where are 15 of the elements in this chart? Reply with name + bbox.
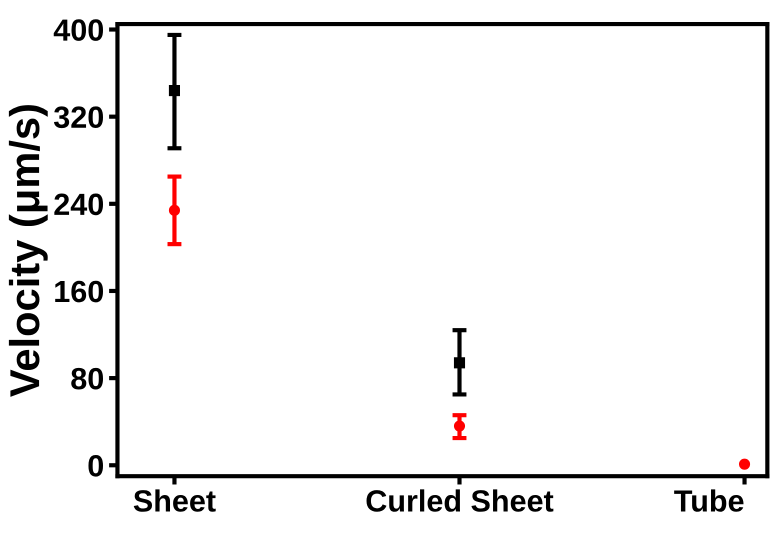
- point: [168, 84, 180, 96]
- x-tick-label: Curled Sheet: [366, 489, 554, 512]
- point: [454, 420, 466, 432]
- y-tick-label: 0: [88, 454, 104, 477]
- point: [738, 458, 750, 470]
- point: [168, 204, 180, 216]
- y-tick-label: 320: [54, 106, 104, 128]
- y-tick-label: 240: [54, 194, 104, 216]
- x-tick-label: Tube: [674, 489, 744, 512]
- y-tick-label: 80: [71, 368, 104, 390]
- y-tick-label: 400: [54, 19, 104, 41]
- y-tick-label: 160: [55, 280, 104, 302]
- point: [454, 357, 466, 368]
- y-axis-title: Velocity (μm/s): [8, 105, 48, 397]
- x-tick-label: Sheet: [134, 489, 216, 512]
